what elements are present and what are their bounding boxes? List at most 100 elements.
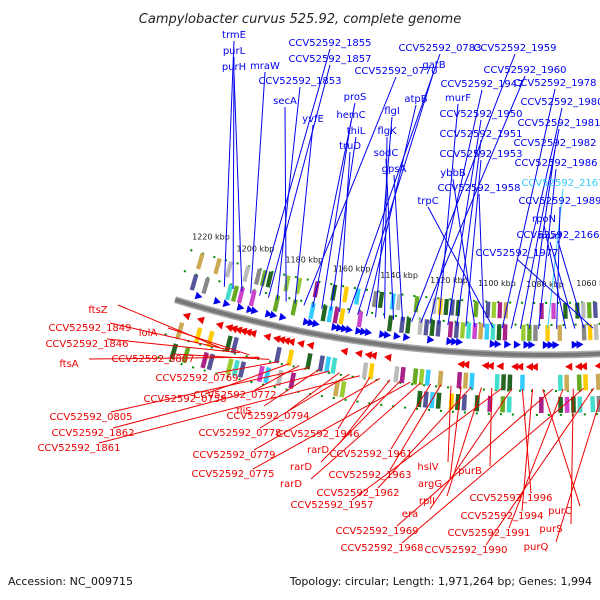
label-leader bbox=[528, 148, 556, 329]
reverse-gene-arrow bbox=[354, 349, 363, 358]
feature-block bbox=[437, 370, 444, 387]
forward-gene-label: CCV52592_1982 bbox=[513, 138, 596, 149]
feature-block bbox=[412, 368, 419, 385]
feature-block bbox=[507, 374, 513, 391]
reverse-gene-arrow bbox=[565, 362, 573, 371]
label-leader bbox=[98, 375, 360, 444]
reverse-gene-arrow bbox=[530, 363, 538, 371]
feature-block bbox=[201, 277, 210, 295]
reverse-gene-arrow bbox=[496, 362, 504, 371]
reverse-gene-arrow bbox=[306, 341, 315, 350]
forward-gene-label: ybbB bbox=[440, 168, 466, 179]
feature-block bbox=[590, 396, 596, 413]
feature-block bbox=[265, 271, 274, 288]
forward-gene-label: CCV52592_1981 bbox=[517, 118, 600, 129]
forward-gene-label: CCV52592_1951 bbox=[439, 129, 522, 140]
label-leader bbox=[263, 368, 320, 407]
reverse-gene-label: CCV52592_1861 bbox=[37, 443, 120, 454]
feature-block bbox=[263, 367, 271, 384]
forward-gene-label: atpB bbox=[404, 94, 427, 105]
reverse-gene-label: CCV52592_1991 bbox=[447, 528, 530, 539]
forward-gene-label: CCV52592_1958 bbox=[437, 183, 520, 194]
feature-block bbox=[399, 366, 406, 384]
scale-label: 1140 kbp bbox=[380, 271, 418, 280]
feature-block bbox=[422, 391, 429, 408]
feature-block bbox=[447, 321, 454, 338]
reverse-gene-label: CCV52592_1849 bbox=[48, 323, 131, 334]
reverse-gene-arrow bbox=[287, 338, 296, 347]
reverse-gene-arrow bbox=[273, 335, 281, 344]
reverse-gene-label: rplI bbox=[419, 496, 435, 507]
feature-block bbox=[189, 274, 199, 291]
feature-block bbox=[253, 268, 262, 285]
feature-block bbox=[502, 324, 508, 341]
forward-gene-arrow bbox=[307, 318, 315, 327]
label-leader bbox=[446, 387, 483, 497]
reverse-gene-arrow bbox=[369, 351, 378, 360]
forward-gene-label: trmE bbox=[222, 30, 246, 41]
feature-block bbox=[274, 346, 282, 364]
feature-block bbox=[558, 374, 563, 391]
feature-block bbox=[231, 359, 240, 377]
feature-block bbox=[478, 323, 484, 340]
feature-block bbox=[533, 324, 538, 341]
forward-gene-label: murI bbox=[538, 231, 561, 242]
scale-label: 1100 kbp bbox=[478, 279, 516, 288]
forward-gene-label: CCV52592_1947 bbox=[440, 79, 523, 90]
feature-block bbox=[461, 394, 467, 411]
feature-block bbox=[466, 322, 472, 339]
reverse-gene-label: CCV52592_1846 bbox=[45, 339, 128, 350]
reverse-gene-label: CCV52592_1996 bbox=[469, 493, 552, 504]
forward-gene-label: CCV52592_2166 bbox=[516, 230, 599, 241]
reverse-gene-label: purQ bbox=[524, 542, 549, 553]
label-leader bbox=[538, 168, 557, 330]
label-leader bbox=[284, 106, 287, 302]
feature-block bbox=[305, 353, 313, 370]
feature-block bbox=[423, 319, 430, 336]
feature-block bbox=[417, 318, 424, 335]
forward-gene-label: sodC bbox=[374, 148, 399, 159]
label-leader bbox=[204, 363, 290, 395]
reverse-gene-arrow bbox=[225, 324, 234, 332]
label-leader bbox=[112, 370, 330, 429]
forward-gene-arrow bbox=[523, 340, 531, 349]
forward-gene-label: thiL bbox=[347, 126, 366, 137]
scale-label: 1060 kbp bbox=[576, 279, 600, 288]
reverse-gene-label: CCV52592_0805 bbox=[49, 412, 132, 423]
forward-gene-arrow bbox=[383, 330, 392, 339]
label-leader bbox=[447, 119, 482, 326]
forward-gene-label: CCV52592_1950 bbox=[439, 109, 522, 120]
feature-block bbox=[242, 265, 251, 283]
feature-block bbox=[326, 306, 334, 323]
forward-gene-label: CCV52592_2167 bbox=[521, 178, 600, 189]
feature-block bbox=[195, 253, 205, 270]
forward-gene-arrow bbox=[542, 341, 550, 349]
feature-block bbox=[527, 324, 532, 341]
feature-block bbox=[386, 315, 394, 332]
reverse-gene-label: CCV52592_1990 bbox=[424, 545, 507, 556]
label-leader bbox=[250, 71, 266, 294]
feature-block bbox=[283, 275, 291, 292]
reverse-gene-label: argG bbox=[418, 479, 442, 490]
forward-gene-label: flgI bbox=[384, 106, 400, 117]
feature-block bbox=[320, 304, 328, 322]
feature-block bbox=[593, 323, 599, 340]
feature-block bbox=[368, 363, 375, 380]
feature-block bbox=[521, 324, 526, 341]
forward-gene-arrow bbox=[236, 302, 245, 311]
feature-block bbox=[418, 368, 425, 386]
label-leader bbox=[429, 89, 483, 324]
label-leader bbox=[411, 53, 516, 322]
forward-gene-label: proS bbox=[344, 92, 367, 103]
label-leader bbox=[252, 381, 411, 470]
label-leader bbox=[223, 40, 235, 287]
forward-gene-label: CCV52592_1986 bbox=[514, 158, 597, 169]
feature-block bbox=[317, 355, 325, 372]
forward-gene-label: purL bbox=[223, 46, 246, 57]
reverse-gene-label: era bbox=[402, 509, 418, 520]
genome-backbone bbox=[174, 297, 600, 357]
label-leader bbox=[254, 365, 300, 391]
label-leader bbox=[438, 103, 459, 325]
reverse-gene-arrow bbox=[277, 336, 286, 345]
forward-gene-arrow bbox=[340, 324, 349, 333]
